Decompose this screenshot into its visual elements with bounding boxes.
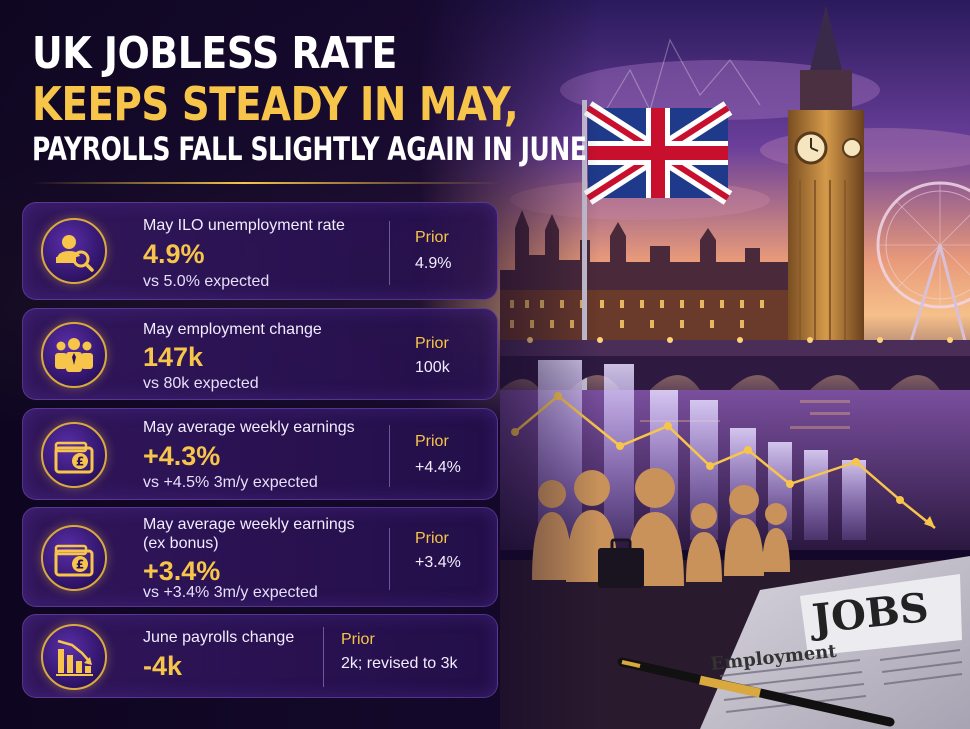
headline-divider — [32, 182, 502, 184]
prior-value: +4.4% — [415, 459, 461, 476]
headline-line-2: KEEPS STEADY IN MAY, — [32, 77, 519, 131]
card-label-continuation: (ex bonus) — [143, 535, 219, 552]
card-payrolls-change: June payrolls change -4k Prior 2k; revis… — [22, 614, 498, 698]
card-label: June payrolls change — [143, 629, 295, 646]
prior-value: 100k — [415, 359, 450, 376]
prior-label: Prior — [415, 433, 449, 450]
prior-value: 2k; revised to 3k — [341, 655, 458, 672]
prior-label: Prior — [415, 229, 449, 246]
wallet-pound-icon: £ — [41, 525, 107, 591]
card-value: +4.3% — [143, 441, 221, 471]
card-separator — [389, 221, 390, 285]
prior-value: 4.9% — [415, 255, 452, 272]
unemployment-search-icon — [41, 218, 107, 284]
card-separator — [389, 528, 390, 590]
svg-text:£: £ — [76, 455, 84, 469]
card-label: May average weekly earnings — [143, 516, 355, 533]
prior-label: Prior — [415, 335, 449, 352]
card-label: May ILO unemployment rate — [143, 217, 345, 234]
headline: UK JOBLESS RATE KEEPS STEADY IN MAY, PAY… — [32, 28, 592, 169]
card-unemployment-rate: May ILO unemployment rate 4.9% vs 5.0% e… — [22, 202, 498, 300]
card-average-weekly-earnings: £ May average weekly earnings +4.3% vs +… — [22, 408, 498, 500]
svg-text:£: £ — [76, 558, 84, 572]
card-separator — [323, 627, 324, 687]
card-separator — [389, 425, 390, 487]
card-expected: vs +3.4% 3m/y expected — [143, 584, 318, 601]
card-label: May employment change — [143, 321, 322, 338]
falling-bar-chart-icon — [41, 624, 107, 690]
card-expected: vs +4.5% 3m/y expected — [143, 474, 318, 491]
card-value: 4.9% — [143, 239, 205, 269]
card-value: +3.4% — [143, 556, 221, 586]
headline-line-3: PAYROLLS FALL SLIGHTLY AGAIN IN JUNE — [32, 130, 587, 168]
card-average-weekly-earnings-ex-bonus: £ May average weekly earnings (ex bonus)… — [22, 507, 498, 607]
headline-line-1: UK JOBLESS RATE — [32, 28, 397, 79]
people-group-icon — [41, 322, 107, 388]
card-value: -4k — [143, 651, 183, 681]
card-expected: vs 80k expected — [143, 375, 259, 392]
prior-label: Prior — [415, 530, 449, 547]
card-value: 147k — [143, 342, 204, 372]
wallet-pound-icon: £ — [41, 422, 107, 488]
card-expected: vs 5.0% expected — [143, 273, 270, 290]
prior-label: Prior — [341, 631, 375, 648]
prior-value: +3.4% — [415, 554, 461, 571]
card-label: May average weekly earnings — [143, 419, 355, 436]
card-employment-change: May employment change 147k vs 80k expect… — [22, 308, 498, 400]
